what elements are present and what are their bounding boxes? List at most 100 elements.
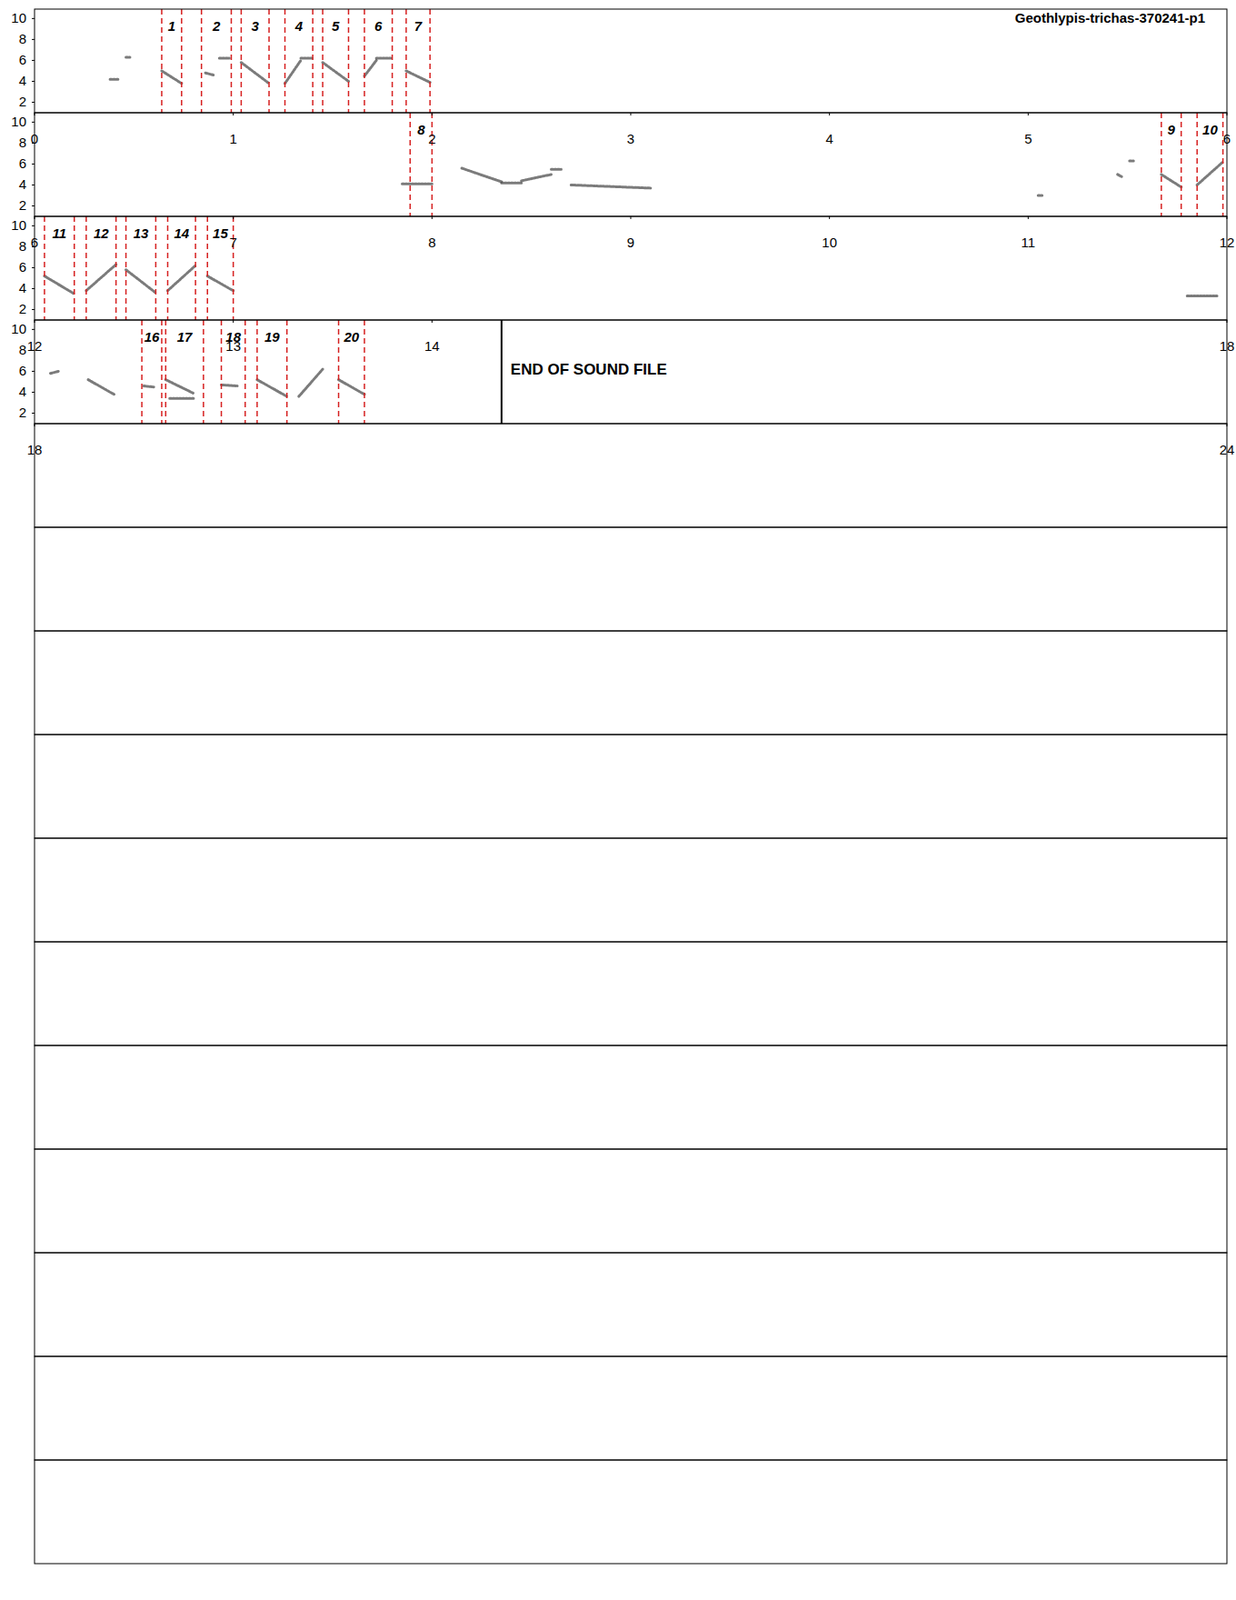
spectral-trace: [143, 386, 154, 388]
row-background: [34, 1355, 1227, 1460]
spectral-trace: [1186, 294, 1217, 298]
spectral-trace: [169, 397, 194, 400]
y-tick-label: 10: [10, 9, 27, 26]
x-tick-label: 2: [428, 130, 436, 147]
spectral-trace: [364, 59, 377, 76]
row-background: [34, 423, 1227, 528]
row-background: [34, 734, 1227, 838]
spectral-trace: [1161, 174, 1182, 188]
y-tick: [31, 205, 35, 207]
y-tick-label: 2: [19, 197, 27, 213]
axes: 246810246810246810246810: [10, 9, 1227, 1564]
y-tick-label: 10: [10, 320, 27, 337]
row-frame: [34, 1355, 1227, 1460]
x-tick-label: 10: [821, 234, 838, 250]
y-tick-label: 8: [19, 341, 27, 358]
x-tick: [232, 216, 234, 220]
x-tick: [232, 319, 234, 323]
segment-boundary: [167, 216, 170, 320]
segment-label: 12: [93, 225, 110, 241]
spectral-trace: [168, 265, 197, 291]
row-background: [34, 527, 1227, 631]
y-tick-label: 4: [19, 176, 27, 192]
segment-boundary: [180, 9, 183, 113]
y-tick-label: 2: [19, 404, 27, 420]
x-tick-label: 8: [428, 234, 436, 250]
spectral-trace: [338, 379, 365, 395]
segment-boundary: [363, 9, 366, 113]
segment-boundary: [348, 9, 350, 113]
row-background: [34, 941, 1227, 1046]
spectral-trace: [165, 379, 194, 394]
spectral-trace: [570, 184, 650, 188]
x-tick-label: 11: [1021, 234, 1037, 250]
segment-boundary: [165, 319, 168, 424]
row-background: [34, 1148, 1227, 1253]
row-frame: [34, 1148, 1227, 1253]
y-tick-label: 10: [10, 217, 27, 233]
x-tick: [1027, 216, 1029, 220]
segment-label: 20: [342, 328, 359, 345]
x-tick-label: 7: [229, 234, 237, 250]
x-tick: [34, 423, 36, 427]
segment-boundary: [409, 112, 412, 217]
row-content: [49, 368, 364, 399]
x-tick-label: 14: [424, 338, 440, 354]
x-tick: [828, 216, 830, 220]
segment-boundary: [311, 9, 314, 113]
rows: [34, 9, 1227, 1564]
spectral-trace: [322, 62, 349, 82]
x-tick-label: 9: [627, 234, 635, 250]
segment-boundary: [160, 319, 163, 424]
segment-label: 16: [144, 328, 160, 345]
segment-boundary: [1222, 112, 1225, 217]
x-tick-label: 12: [27, 338, 43, 354]
y-tick: [31, 391, 35, 393]
x-tick-label: 6: [30, 234, 39, 250]
segment-boundary: [232, 216, 235, 320]
x-tick-label: 18: [1219, 338, 1236, 354]
segment-boundary: [1160, 112, 1163, 217]
segment-label: 9: [1167, 121, 1177, 138]
spectrogram-page: 1234567891011121314151617181920246810246…: [0, 0, 1236, 1600]
row-frame: [34, 9, 1227, 113]
x-tick: [431, 112, 433, 116]
spectral-trace: [299, 368, 323, 397]
row-frame: [34, 423, 1227, 528]
segment-boundary: [1196, 112, 1198, 217]
segment-boundary: [284, 9, 287, 113]
y-tick: [31, 309, 35, 310]
x-tick: [1027, 112, 1029, 116]
y-tick-label: 2: [19, 300, 27, 317]
y-tick-label: 4: [19, 279, 27, 296]
row-background: [34, 630, 1227, 735]
segment-label: 10: [1202, 121, 1218, 138]
x-tick-label: 24: [1219, 441, 1236, 458]
x-tick: [1226, 112, 1228, 116]
row-frame: [34, 630, 1227, 735]
segment-boundary: [115, 216, 118, 320]
segment-boundary: [160, 9, 163, 113]
spectral-trace: [1196, 161, 1223, 185]
segment-boundary: [240, 9, 243, 113]
segment-boundary: [268, 9, 270, 113]
end-label: END OF SOUND FILE: [510, 360, 668, 379]
y-tick: [31, 101, 35, 103]
x-tick: [1226, 216, 1228, 220]
spectral-trace: [461, 168, 502, 182]
x-tick-label: 18: [27, 441, 43, 458]
segment-boundary: [428, 9, 431, 113]
segment-boundary: [286, 319, 289, 424]
segment-boundary: [220, 319, 223, 424]
y-tick: [31, 225, 35, 227]
y-tick: [31, 39, 35, 40]
segment-label: 4: [294, 18, 304, 34]
segment-boundary: [391, 9, 394, 113]
row-background: [34, 216, 1227, 320]
y-tick-label: 8: [19, 238, 27, 254]
row-background: [34, 1045, 1227, 1149]
row-background: [34, 1459, 1227, 1564]
segment-boundary: [338, 319, 340, 424]
x-tick: [828, 112, 830, 116]
row-frame: [34, 941, 1227, 1046]
